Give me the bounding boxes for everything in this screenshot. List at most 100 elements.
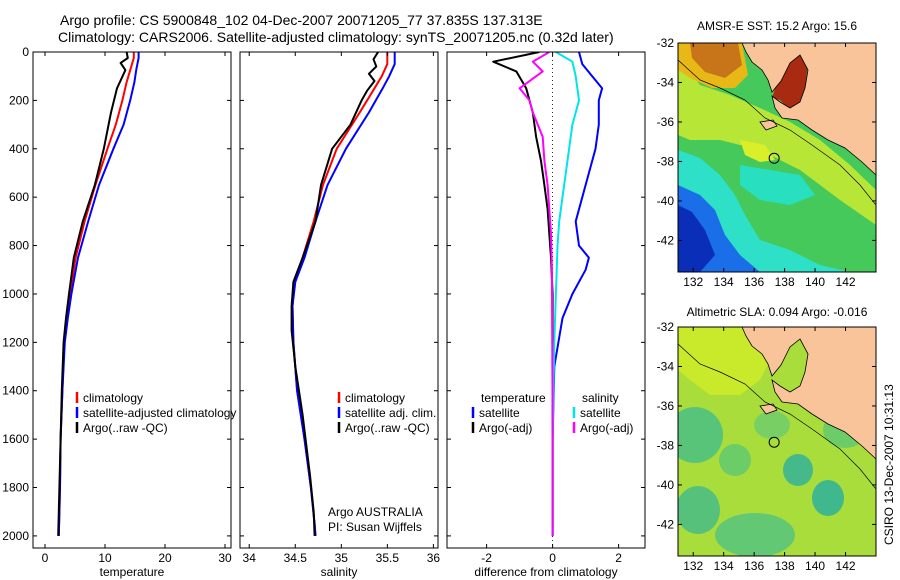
map-x-tick-label: 134 bbox=[714, 559, 734, 573]
x-tick-label: 34 bbox=[243, 551, 257, 565]
map-y-tick-label: -32 bbox=[657, 36, 675, 50]
legend-label: satellite bbox=[580, 406, 621, 420]
legend-label: climatology bbox=[83, 391, 143, 405]
x-axis-label: salinity bbox=[321, 565, 358, 579]
sst-coastal-hot bbox=[690, 43, 742, 78]
legend-label: Argo(..raw -QC) bbox=[83, 421, 168, 435]
map-y-tick-label: -34 bbox=[657, 75, 675, 89]
profile-panel-temp: 0 10 20 30 temperature 0 200 400 600 800 1000 1200 1… bbox=[2, 45, 236, 579]
map-y-tick-label: -40 bbox=[657, 194, 675, 208]
plot-frame bbox=[32, 51, 232, 549]
sla-map-title: Altimetric SLA: 0.094 Argo: -0.016 bbox=[687, 305, 868, 319]
sst-warm-band bbox=[678, 55, 876, 225]
figure-title-line2: Climatology: CARS2006. Satellite-adjuste… bbox=[58, 29, 614, 45]
legend-label: Argo(..raw -QC) bbox=[345, 421, 430, 435]
sst-cyan-patch bbox=[740, 165, 815, 205]
map-x-tick-label: 142 bbox=[836, 559, 856, 573]
x-tick-label: 36 bbox=[427, 551, 441, 565]
x-axis-label: difference from climatology bbox=[474, 565, 617, 579]
map-x-tick-label: 132 bbox=[683, 559, 703, 573]
map-x-tick-label: 136 bbox=[744, 559, 764, 573]
x-axis-label: temperature bbox=[100, 565, 165, 579]
y-tick-label: 400 bbox=[9, 142, 29, 156]
sla-blob-5 bbox=[678, 486, 720, 534]
x-tick-label: 35.5 bbox=[376, 551, 400, 565]
x-tick-label: 34.5 bbox=[284, 551, 308, 565]
map-x-tick-label: 136 bbox=[744, 275, 764, 289]
sst-yellow-patch bbox=[740, 140, 775, 162]
sla-isobath bbox=[678, 343, 876, 490]
plot-area bbox=[240, 52, 438, 548]
map-x-tick-label: 142 bbox=[836, 275, 856, 289]
series-line-sal-2 bbox=[290, 52, 379, 536]
y-tick-label: 200 bbox=[9, 93, 29, 107]
y-tick-label: 2000 bbox=[2, 529, 29, 543]
x-tick-label: 0 bbox=[549, 551, 556, 565]
map-x-tick-label: 140 bbox=[805, 559, 825, 573]
series-line-diff-2 bbox=[551, 52, 580, 536]
series-group bbox=[492, 52, 604, 536]
panel-annotation: Argo AUSTRALIA bbox=[328, 505, 423, 519]
map-y-tick-label: -40 bbox=[657, 478, 675, 492]
y-tick-label: 600 bbox=[9, 190, 29, 204]
map-y-tick-label: -38 bbox=[657, 154, 675, 168]
map-y-tick-label: -42 bbox=[657, 517, 675, 531]
sla-bright-band bbox=[678, 327, 770, 395]
sst-isobath bbox=[678, 59, 876, 206]
sst-map-axes: 132 134 136 138 140 142 -32 -34 -36 -38 -40 -42 bbox=[657, 36, 876, 289]
panel-annotation: PI: Susan Wijffels bbox=[328, 520, 422, 534]
sla-argo-marker bbox=[768, 436, 780, 448]
sst-argo-marker bbox=[768, 152, 780, 164]
sst-map-field bbox=[678, 43, 876, 272]
sla-map-axes: 132 134 136 138 140 142 -32 -34 -36 -38 -40 -42 bbox=[657, 320, 876, 573]
map-x-tick-label: 132 bbox=[683, 275, 703, 289]
sla-blob-8 bbox=[754, 411, 790, 439]
map-y-tick-label: -32 bbox=[657, 320, 675, 334]
x-tick-label: -2 bbox=[481, 551, 492, 565]
y-tick-label: 1400 bbox=[2, 384, 29, 398]
map-y-tick-label: -36 bbox=[657, 399, 675, 413]
map-y-tick-label: -42 bbox=[657, 233, 675, 247]
x-tick-label: 30 bbox=[218, 551, 232, 565]
sla-blob-1 bbox=[678, 407, 723, 463]
map-x-tick-label: 138 bbox=[775, 275, 795, 289]
sla-blob-6 bbox=[715, 513, 795, 556]
x-tick-label: 2 bbox=[615, 551, 622, 565]
series-group bbox=[290, 52, 396, 536]
x-tick-label: 20 bbox=[158, 551, 172, 565]
sla-blob-4 bbox=[812, 480, 844, 516]
map-x-tick-label: 138 bbox=[775, 559, 795, 573]
csiro-timestamp: CSIRO 13-Dec-2007 10:31:13 bbox=[882, 384, 896, 545]
map-y-tick-label: -34 bbox=[657, 359, 675, 373]
sla-map: Altimetric SLA: 0.094 Argo: -0.016 bbox=[657, 305, 877, 573]
legend-label: satellite-adjusted climatology bbox=[83, 406, 236, 420]
map-panels: AMSR-E SST: 15.2 Argo: 15.6 bbox=[657, 19, 877, 573]
plot-frame bbox=[446, 51, 646, 549]
series-line-temp-2 bbox=[57, 52, 129, 536]
plot-frame bbox=[239, 51, 439, 549]
figure-title-line1: Argo profile: CS 5900848_102 04-Dec-2007… bbox=[60, 12, 543, 28]
sst-land bbox=[741, 43, 876, 176]
sst-gulf-hot bbox=[772, 48, 808, 110]
sst-cold-water bbox=[678, 205, 715, 272]
sla-land bbox=[741, 327, 876, 460]
sla-blob-2 bbox=[719, 444, 751, 476]
plot-area bbox=[447, 52, 645, 548]
map-y-tick-label: -36 bbox=[657, 115, 675, 129]
profile-panel-sal: 34 34.5 35 35.5 36 salinity climatologysatelli… bbox=[239, 51, 441, 579]
map-x-tick-label: 140 bbox=[805, 275, 825, 289]
y-tick-label: 1000 bbox=[2, 287, 29, 301]
map-x-tick-label: 134 bbox=[714, 275, 734, 289]
series-line-diff-3 bbox=[518, 52, 554, 536]
legend-heading: salinity bbox=[582, 391, 619, 405]
y-tick-label: 0 bbox=[22, 45, 29, 59]
x-tick-label: 35 bbox=[335, 551, 349, 565]
legend-heading: temperature bbox=[481, 391, 546, 405]
map-y-tick-label: -38 bbox=[657, 438, 675, 452]
y-tick-label: 1200 bbox=[2, 335, 29, 349]
sst-map-title: AMSR-E SST: 15.2 Argo: 15.6 bbox=[697, 19, 857, 33]
legend-label: satellite adj. clim. bbox=[345, 406, 436, 420]
y-tick-label: 1800 bbox=[2, 481, 29, 495]
sla-blob-3 bbox=[783, 454, 813, 486]
